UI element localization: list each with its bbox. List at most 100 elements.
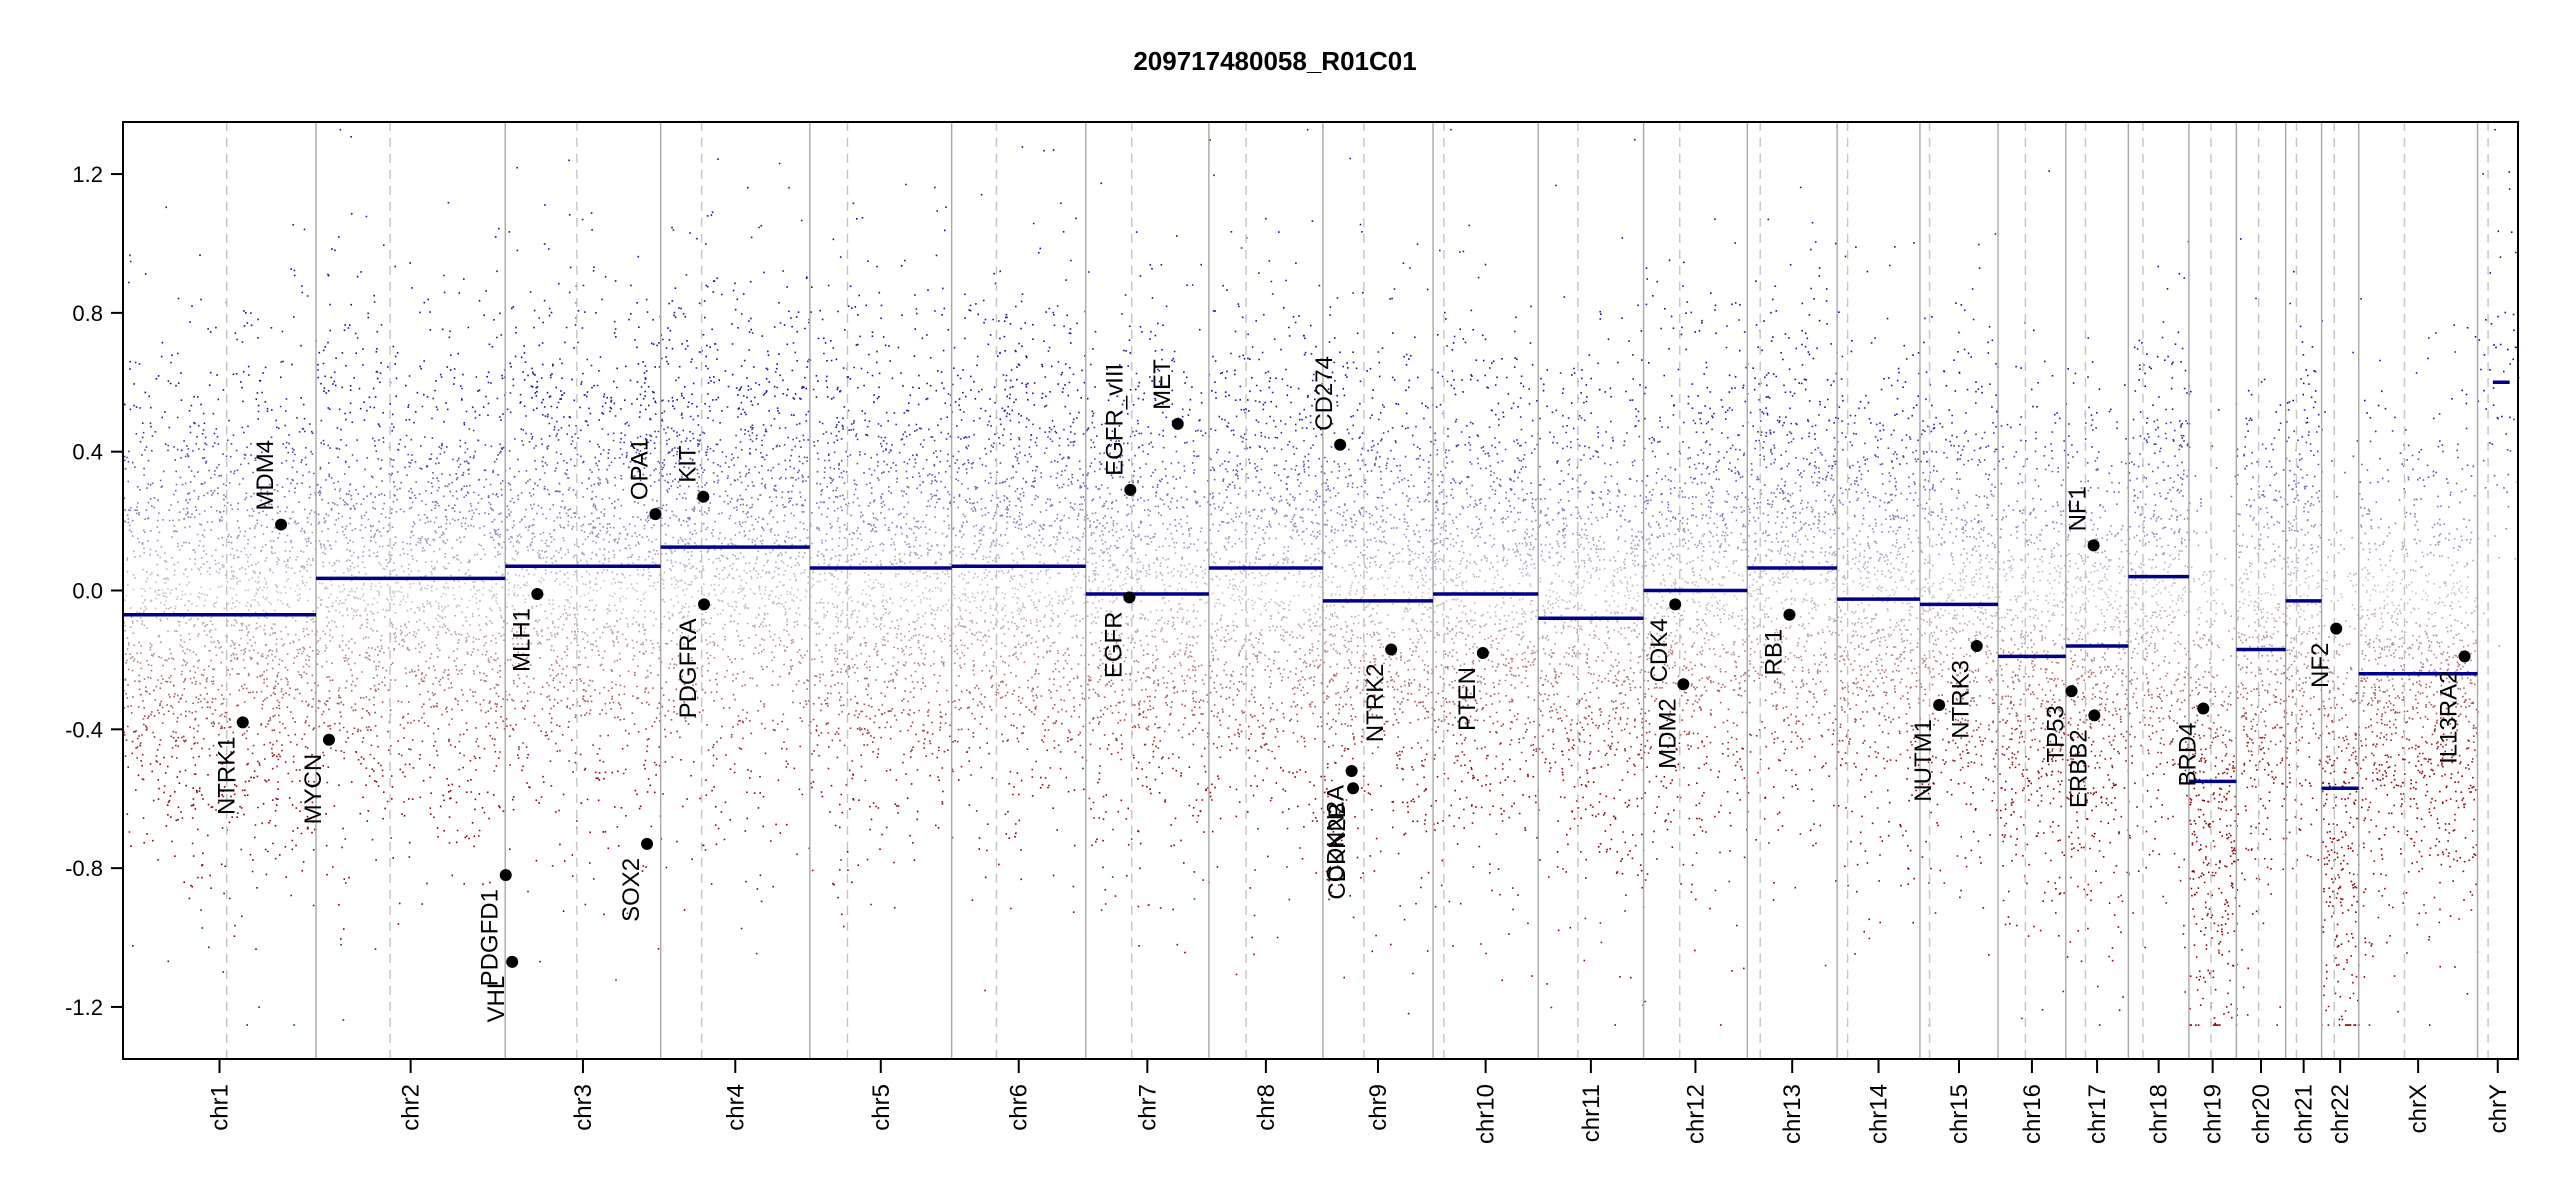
probe-dots [556, 419, 2187, 423]
probe-dots [738, 591, 1699, 594]
probe-dots [177, 745, 1692, 748]
probe-dots [204, 686, 2465, 689]
probe-dots [499, 415, 2503, 418]
gene-dot [1123, 591, 1136, 604]
probe-dots [156, 526, 2468, 529]
probe-dots [184, 769, 2434, 772]
probe-dots [227, 438, 2299, 442]
probe-dots [191, 602, 2439, 605]
chromosome-label: chr19 [2200, 1084, 2227, 1144]
probe-dots [132, 461, 2183, 464]
probe-dots [220, 584, 2469, 588]
probe-dots [141, 595, 2302, 598]
probe-dots [142, 431, 2054, 434]
gene-dot [698, 598, 711, 611]
probe-dots [557, 689, 2323, 691]
probe-dots [123, 497, 2168, 500]
probe-dots [131, 669, 2458, 672]
probe-dots [291, 446, 2267, 450]
probe-dots [128, 450, 2512, 453]
probe-dots [156, 592, 2457, 596]
gene-dot [2088, 709, 2101, 722]
probe-dots [165, 680, 2451, 684]
gene-label: MDM4 [252, 440, 279, 511]
probe-dots [144, 448, 2509, 452]
probe-dots [214, 628, 2301, 631]
probe-dots [130, 506, 2450, 509]
probe-dots [134, 555, 2329, 559]
probe-dots [247, 538, 2472, 541]
gene-dot [1933, 699, 1946, 712]
probe-dots [188, 525, 2373, 528]
probe-dots [150, 713, 2462, 716]
probe-dots [145, 728, 2436, 731]
probe-dots [126, 558, 2307, 562]
probe-dots [194, 562, 2469, 565]
probe-dots [125, 653, 2444, 656]
chromosome-label: chrY [2485, 1084, 2512, 1133]
probe-dots [131, 655, 2459, 659]
gene-dot [2087, 539, 2100, 552]
probe-dots [137, 612, 2433, 616]
probe-dots [412, 739, 2448, 741]
probe-dots [124, 677, 2411, 681]
probe-dots [151, 571, 2398, 574]
probe-dots [344, 411, 2368, 415]
probe-dots [144, 724, 2475, 728]
probe-dots [146, 486, 2505, 489]
probe-dots [230, 654, 2457, 657]
gene-label: NTRK3 [1948, 660, 1975, 739]
probe-dots [174, 569, 2455, 572]
probe-dots [126, 514, 2364, 517]
probe-dots [312, 610, 2476, 613]
probe-dots [213, 722, 2452, 726]
gene-label: EGFR [1100, 611, 1127, 678]
probe-dots [504, 610, 2043, 613]
chromosome-label: chr13 [1779, 1084, 1806, 1144]
probe-dots [217, 487, 2306, 490]
probe-dots [247, 425, 2320, 428]
probe-dots [150, 664, 2403, 667]
probe-dots [173, 493, 2452, 497]
probe-dots [247, 462, 2404, 465]
probe-dots [164, 771, 2460, 774]
probe-dots [127, 517, 2465, 520]
probe-dots [218, 463, 2363, 466]
probe-dots [152, 654, 2460, 658]
probe-dots [155, 616, 2444, 619]
probe-dots [264, 698, 2417, 701]
chromosome-label: chrX [2405, 1084, 2432, 1133]
probe-dots [171, 536, 2353, 539]
gene-label: VHL [483, 976, 510, 1023]
probe-dots [162, 469, 2435, 473]
probe-dots [134, 465, 2299, 469]
chromosome-label: chr22 [2327, 1084, 2354, 1144]
probe-dots [126, 456, 2459, 459]
probe-dots [167, 578, 2404, 582]
probe-dots [141, 454, 2315, 457]
probe-dots [186, 507, 2366, 510]
chromosome-label: chr18 [2146, 1084, 2173, 1144]
probe-dots [203, 494, 2476, 498]
probe-dots [183, 439, 2359, 442]
gene-dot [499, 869, 512, 882]
probe-dots [147, 516, 2256, 519]
probe-dots [127, 668, 2462, 671]
probe-dots [291, 478, 2419, 481]
chromosome-label: chr17 [2084, 1084, 2111, 1144]
gene-label: NF2 [2307, 643, 2334, 688]
probe-dots [247, 748, 2193, 751]
probe-dots [243, 666, 2425, 669]
probe-dots [266, 490, 2508, 493]
probe-dots [446, 777, 2452, 780]
probe-dots [127, 705, 2462, 708]
probe-dots [151, 434, 2310, 437]
probe-dots [322, 751, 2355, 754]
probe-dots [133, 659, 2429, 663]
probe-dots [216, 466, 2218, 470]
probe-dots [127, 480, 2390, 483]
probe-dots [130, 704, 2471, 708]
probe-dots [201, 534, 2441, 537]
probe-dots [133, 644, 2501, 647]
probe-dots [196, 435, 2304, 438]
